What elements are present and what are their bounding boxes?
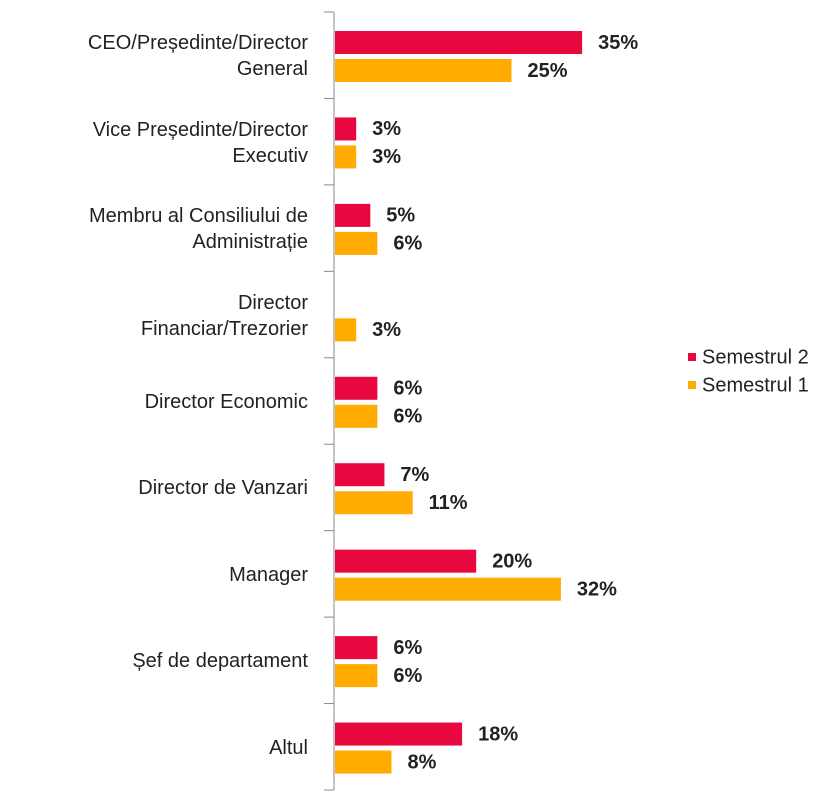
value-label: 6% [393,378,422,400]
category-label: Director Economic [144,391,308,413]
bar [335,549,477,573]
bar [335,231,378,255]
bar [335,318,357,342]
value-label: 20% [492,550,532,572]
value-label: 11% [429,492,468,514]
bar [335,59,512,82]
bar [335,491,413,515]
category-label: Director de Vanzari [138,477,308,500]
value-label: 32% [577,578,617,600]
value-label: 3% [372,319,401,341]
category-label: Vice Președinte/Director Executiv [92,118,308,167]
bar [335,463,385,487]
category-label: CEO/Președinte/Director General [87,32,308,81]
legend-swatch [688,381,696,389]
value-label: 7% [400,464,429,486]
bar [335,404,378,428]
value-label: 6% [393,406,422,428]
category-label: Altul [269,736,308,759]
bar [335,31,583,54]
bar [335,203,371,227]
legend-swatch [688,353,696,361]
category-label: Membru al Consiliului de Administrație [89,205,308,254]
value-label: 3% [372,146,401,168]
bar [335,376,378,400]
bar [335,722,463,746]
value-label: 6% [393,665,422,687]
category-label: Șef de departament [132,650,308,673]
value-label: 5% [386,205,415,227]
bar [335,577,561,601]
bar [335,117,357,141]
value-label: 8% [407,751,436,773]
category-label: Manager [229,563,308,586]
legend-label: Semestrul 1 [702,374,809,396]
value-label: 18% [478,723,518,745]
bar [335,664,378,688]
bar [335,636,378,660]
legend-label: Semestrul 2 [702,346,809,368]
value-label: 35% [598,32,638,54]
value-label: 6% [393,637,422,659]
category-label: Director Financiar/Trezorier [140,291,308,340]
value-label: 6% [393,233,422,255]
bar [335,750,392,774]
value-label: 25% [528,60,568,82]
bar [335,145,357,169]
value-label: 3% [372,118,401,140]
